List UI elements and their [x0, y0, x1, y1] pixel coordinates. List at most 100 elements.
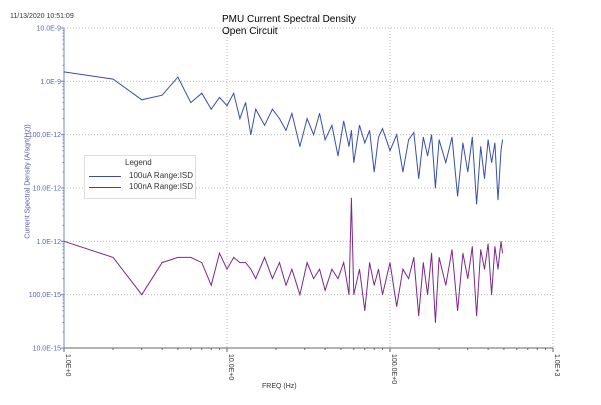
- data-point: [161, 262, 163, 263]
- data-point: [462, 252, 464, 254]
- y-tick-label: 10.0E-12: [33, 186, 62, 193]
- data-point: [382, 294, 383, 296]
- data-point: [210, 284, 212, 286]
- data-point: [369, 130, 371, 131]
- data-point: [226, 105, 228, 107]
- timestamp: 11/13/2020 10:51:09: [10, 13, 74, 20]
- data-point: [177, 256, 179, 258]
- data-point: [313, 134, 315, 136]
- data-point: [451, 136, 453, 138]
- data-point: [467, 278, 469, 280]
- title-text: PMU Current Spectral Density: [222, 14, 356, 25]
- data-point: [210, 108, 212, 110]
- legend-title: Legend: [125, 158, 152, 167]
- data-point: [343, 120, 345, 122]
- data-point: [299, 146, 301, 147]
- data-point: [502, 252, 503, 254]
- data-point: [348, 146, 350, 147]
- x-tick-label: 1.0E+3: [553, 354, 560, 376]
- data-point: [285, 284, 287, 286]
- data-point: [337, 155, 339, 157]
- data-point: [476, 315, 478, 317]
- data-point: [272, 108, 273, 110]
- data-point: [177, 76, 179, 78]
- legend-swatch: [89, 176, 121, 177]
- data-point: [279, 118, 280, 120]
- data-point: [319, 268, 321, 270]
- legend-item: 100nA Range:ISD: [89, 182, 195, 192]
- data-point: [226, 268, 228, 270]
- data-point: [431, 134, 433, 136]
- data-point: [306, 262, 308, 263]
- y-tick-label: 1.0E-9: [40, 79, 61, 86]
- data-point: [389, 150, 391, 152]
- data-point: [364, 142, 366, 144]
- data-point: [324, 290, 326, 291]
- data-point: [435, 322, 436, 323]
- chart-title: PMU Current Spectral Density Open Circuit: [222, 14, 356, 38]
- data-point: [239, 118, 241, 120]
- data-point: [422, 262, 424, 263]
- data-point: [285, 130, 287, 131]
- x-tick-label: 100.0E+0: [390, 354, 397, 384]
- data-point: [494, 142, 496, 144]
- data-point: [279, 262, 280, 263]
- data-point: [389, 262, 391, 263]
- data-point: [413, 132, 415, 133]
- data-point: [359, 268, 360, 270]
- x-tick-label: 1.0E+0: [64, 354, 71, 376]
- data-point: [462, 142, 464, 144]
- data-point: [373, 284, 375, 286]
- data-point: [413, 256, 415, 258]
- data-point: [396, 306, 398, 307]
- legend: Legend 100uA Range:ISD 100nA Range:ISD: [84, 155, 196, 199]
- data-point: [351, 130, 352, 131]
- data-point: [484, 268, 485, 270]
- data-point: [445, 162, 447, 163]
- data-point: [141, 99, 143, 101]
- data-point: [112, 78, 114, 80]
- data-point: [348, 294, 350, 296]
- data-point: [491, 294, 492, 296]
- data-point: [396, 134, 398, 136]
- data-point: [264, 256, 265, 258]
- data-point: [373, 171, 375, 173]
- legend-item: 100uA Range:ISD: [89, 171, 195, 181]
- data-point: [438, 256, 440, 258]
- data-point: [418, 315, 420, 317]
- series-line-1: [63, 197, 503, 323]
- data-point: [364, 310, 366, 312]
- data-point: [63, 71, 65, 73]
- y-tick-label: 1.0E-12: [36, 239, 61, 246]
- data-point: [476, 203, 478, 205]
- data-point: [378, 136, 379, 138]
- data-point: [500, 240, 502, 242]
- data-point: [457, 195, 459, 197]
- y-tick-label: 100.0E-12: [29, 132, 61, 139]
- data-point: [233, 92, 235, 94]
- data-point: [331, 268, 333, 270]
- data-point: [291, 113, 293, 114]
- data-point: [233, 256, 235, 258]
- x-axis-label: FREQ (Hz): [262, 383, 297, 390]
- data-point: [418, 178, 420, 180]
- data-point: [487, 139, 489, 141]
- data-point: [112, 256, 114, 258]
- data-point: [306, 118, 308, 120]
- data-point: [351, 197, 352, 199]
- data-point: [378, 268, 379, 270]
- data-point: [264, 124, 265, 126]
- data-point: [250, 134, 252, 136]
- data-point: [239, 262, 241, 263]
- data-point: [161, 94, 163, 96]
- data-point: [438, 139, 440, 141]
- y-tick-label: 10.0E-15: [33, 346, 62, 353]
- data-point: [324, 139, 326, 141]
- y-tick-label: 100.0E-15: [29, 292, 61, 299]
- data-point: [497, 268, 499, 270]
- data-point: [343, 262, 345, 263]
- data-point: [471, 136, 473, 138]
- data-point: [494, 246, 496, 247]
- data-point: [369, 262, 371, 263]
